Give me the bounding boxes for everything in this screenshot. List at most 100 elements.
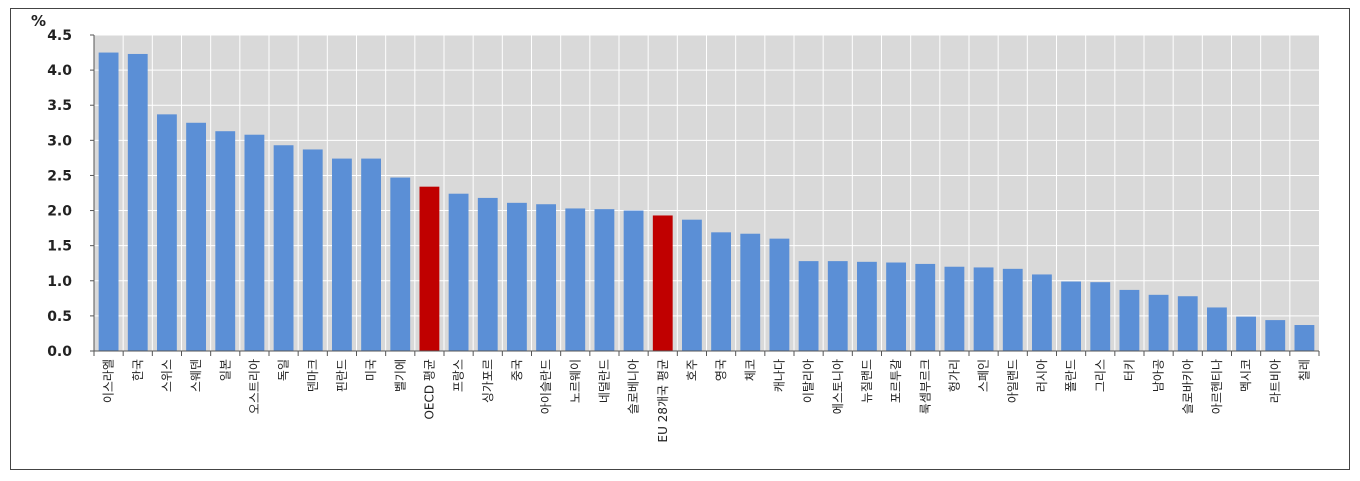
x-category-label: 러시아 xyxy=(1035,359,1049,392)
x-category-label: 아일랜드 xyxy=(1006,359,1020,403)
axes xyxy=(90,34,1320,356)
bar-7 xyxy=(273,145,294,351)
bar-17 xyxy=(565,208,586,351)
x-category-label: 룩셈부르크 xyxy=(918,359,932,414)
y-tick-label: 1.5 xyxy=(47,239,72,255)
bar-12 xyxy=(419,186,440,351)
bars xyxy=(98,52,1315,352)
bar-41 xyxy=(1265,320,1286,351)
bar-14 xyxy=(477,197,498,351)
bar-13 xyxy=(448,193,469,351)
x-category-label: 슬로베니아 xyxy=(627,359,641,414)
x-category-label: 핀란드 xyxy=(335,359,349,392)
bar-6 xyxy=(244,134,265,351)
bar-18 xyxy=(594,209,615,351)
bar-39 xyxy=(1207,307,1227,351)
bar-2 xyxy=(127,53,148,352)
bar-22 xyxy=(711,232,731,351)
x-category-label: 아르헨티나 xyxy=(1210,359,1224,414)
bar-27 xyxy=(857,261,877,351)
y-tick-label: 4.5 xyxy=(47,28,72,44)
bar-4 xyxy=(186,122,206,352)
x-category-label: 스페인 xyxy=(977,359,991,392)
x-category-label: 라트비아 xyxy=(1268,359,1282,403)
bar-9 xyxy=(332,158,352,351)
y-tick-label: 0.5 xyxy=(47,309,72,325)
x-category-label: 네덜란드 xyxy=(597,359,611,403)
bar-25 xyxy=(798,261,819,351)
y-tick-labels: 0.0 0.5 1.0 1.5 2.0 2.5 3.0 3.5 4.0 4.5 xyxy=(47,28,72,360)
x-category-label: 중국 xyxy=(510,359,524,381)
chart-frame: 0.0 0.5 1.0 1.5 2.0 2.5 3.0 3.5 4.0 4.5 이스라엘 한국 스위스… xyxy=(10,8,1350,470)
bar-21 xyxy=(682,219,702,351)
x-category-label: 체코 xyxy=(743,359,757,381)
bar-32 xyxy=(1002,268,1023,351)
x-category-label: 스웨덴 xyxy=(189,359,203,392)
x-category-label: 스위스 xyxy=(160,359,174,392)
y-unit-label: % xyxy=(31,12,46,30)
x-category-label: 뉴질랜드 xyxy=(860,359,874,403)
x-category-label: 터키 xyxy=(1122,359,1136,381)
bar-28 xyxy=(886,262,906,351)
bar-3 xyxy=(157,114,177,352)
x-category-label: 폴란드 xyxy=(1064,359,1078,392)
y-tick-label: 2.0 xyxy=(47,204,72,220)
x-category-label: OECD 평균 xyxy=(422,359,436,420)
bar-26 xyxy=(827,261,848,351)
x-category-label: 아이슬란드 xyxy=(539,359,553,414)
bar-8 xyxy=(302,149,323,351)
x-category-label: 칠레 xyxy=(1297,359,1311,381)
x-category-label: 멕시코 xyxy=(1239,359,1253,392)
x-category-label: 이탈리아 xyxy=(802,359,816,403)
bar-11 xyxy=(390,177,411,351)
x-category-label: 호주 xyxy=(685,359,699,381)
y-tick-label: 2.5 xyxy=(47,168,72,184)
bar-16 xyxy=(536,204,556,351)
x-category-labels: 이스라엘 한국 스위스 스웨덴 일본 오스트리아 독일 덴마크 핀란드 미국 벨기에 OECD 평균 프… xyxy=(102,359,1312,442)
bar-19 xyxy=(623,210,644,351)
bar-33 xyxy=(1032,274,1052,351)
x-category-label: 프랑스 xyxy=(452,359,466,392)
bar-23 xyxy=(740,233,761,351)
x-category-label: 독일 xyxy=(277,359,291,381)
bar-40 xyxy=(1236,316,1256,351)
bar-42 xyxy=(1294,325,1315,351)
bar-15 xyxy=(507,202,527,351)
y-tick-label: 3.0 xyxy=(47,133,72,149)
x-category-label: 포르투갈 xyxy=(889,359,903,403)
bar-10 xyxy=(361,158,381,351)
bar-29 xyxy=(915,263,936,351)
bar-38 xyxy=(1177,296,1198,351)
x-category-label: 영국 xyxy=(714,359,728,381)
x-category-label: 일본 xyxy=(218,359,232,381)
gridlines xyxy=(94,34,1319,352)
x-category-label: 헝가리 xyxy=(947,359,961,392)
x-category-label: 덴마크 xyxy=(306,359,320,392)
x-category-label: 노르웨이 xyxy=(568,359,582,403)
y-tick-label: 4.0 xyxy=(47,63,72,79)
x-category-label: 한국 xyxy=(131,359,145,381)
y-tick-label: 1.0 xyxy=(47,274,72,290)
bar-30 xyxy=(944,266,965,351)
bar-37 xyxy=(1148,294,1169,351)
bar-24 xyxy=(769,238,790,351)
x-category-label: 슬로바키아 xyxy=(1181,359,1195,414)
bar-chart: 0.0 0.5 1.0 1.5 2.0 2.5 3.0 3.5 4.0 4.5 이스라엘 한국 스위스… xyxy=(31,12,1320,442)
bar-5 xyxy=(215,131,236,351)
bar-36 xyxy=(1119,289,1140,351)
x-category-label: 미국 xyxy=(364,359,378,381)
x-category-label: EU 28개국 평균 xyxy=(656,359,670,442)
y-tick-label: 0.0 xyxy=(47,344,72,360)
x-category-label: 그리스 xyxy=(1093,359,1107,392)
bar-35 xyxy=(1090,282,1111,351)
x-category-label: 남아공 xyxy=(1152,359,1166,392)
x-category-label: 에스토니아 xyxy=(831,359,845,414)
bar-34 xyxy=(1061,281,1081,351)
x-category-label: 벨기에 xyxy=(393,359,407,392)
x-category-label: 캐나다 xyxy=(772,359,786,392)
bar-20 xyxy=(652,215,673,351)
x-category-label: 싱가포르 xyxy=(481,359,495,403)
bar-1 xyxy=(98,52,119,352)
x-category-label: 이스라엘 xyxy=(102,359,116,403)
x-category-label: 오스트리아 xyxy=(247,359,261,414)
